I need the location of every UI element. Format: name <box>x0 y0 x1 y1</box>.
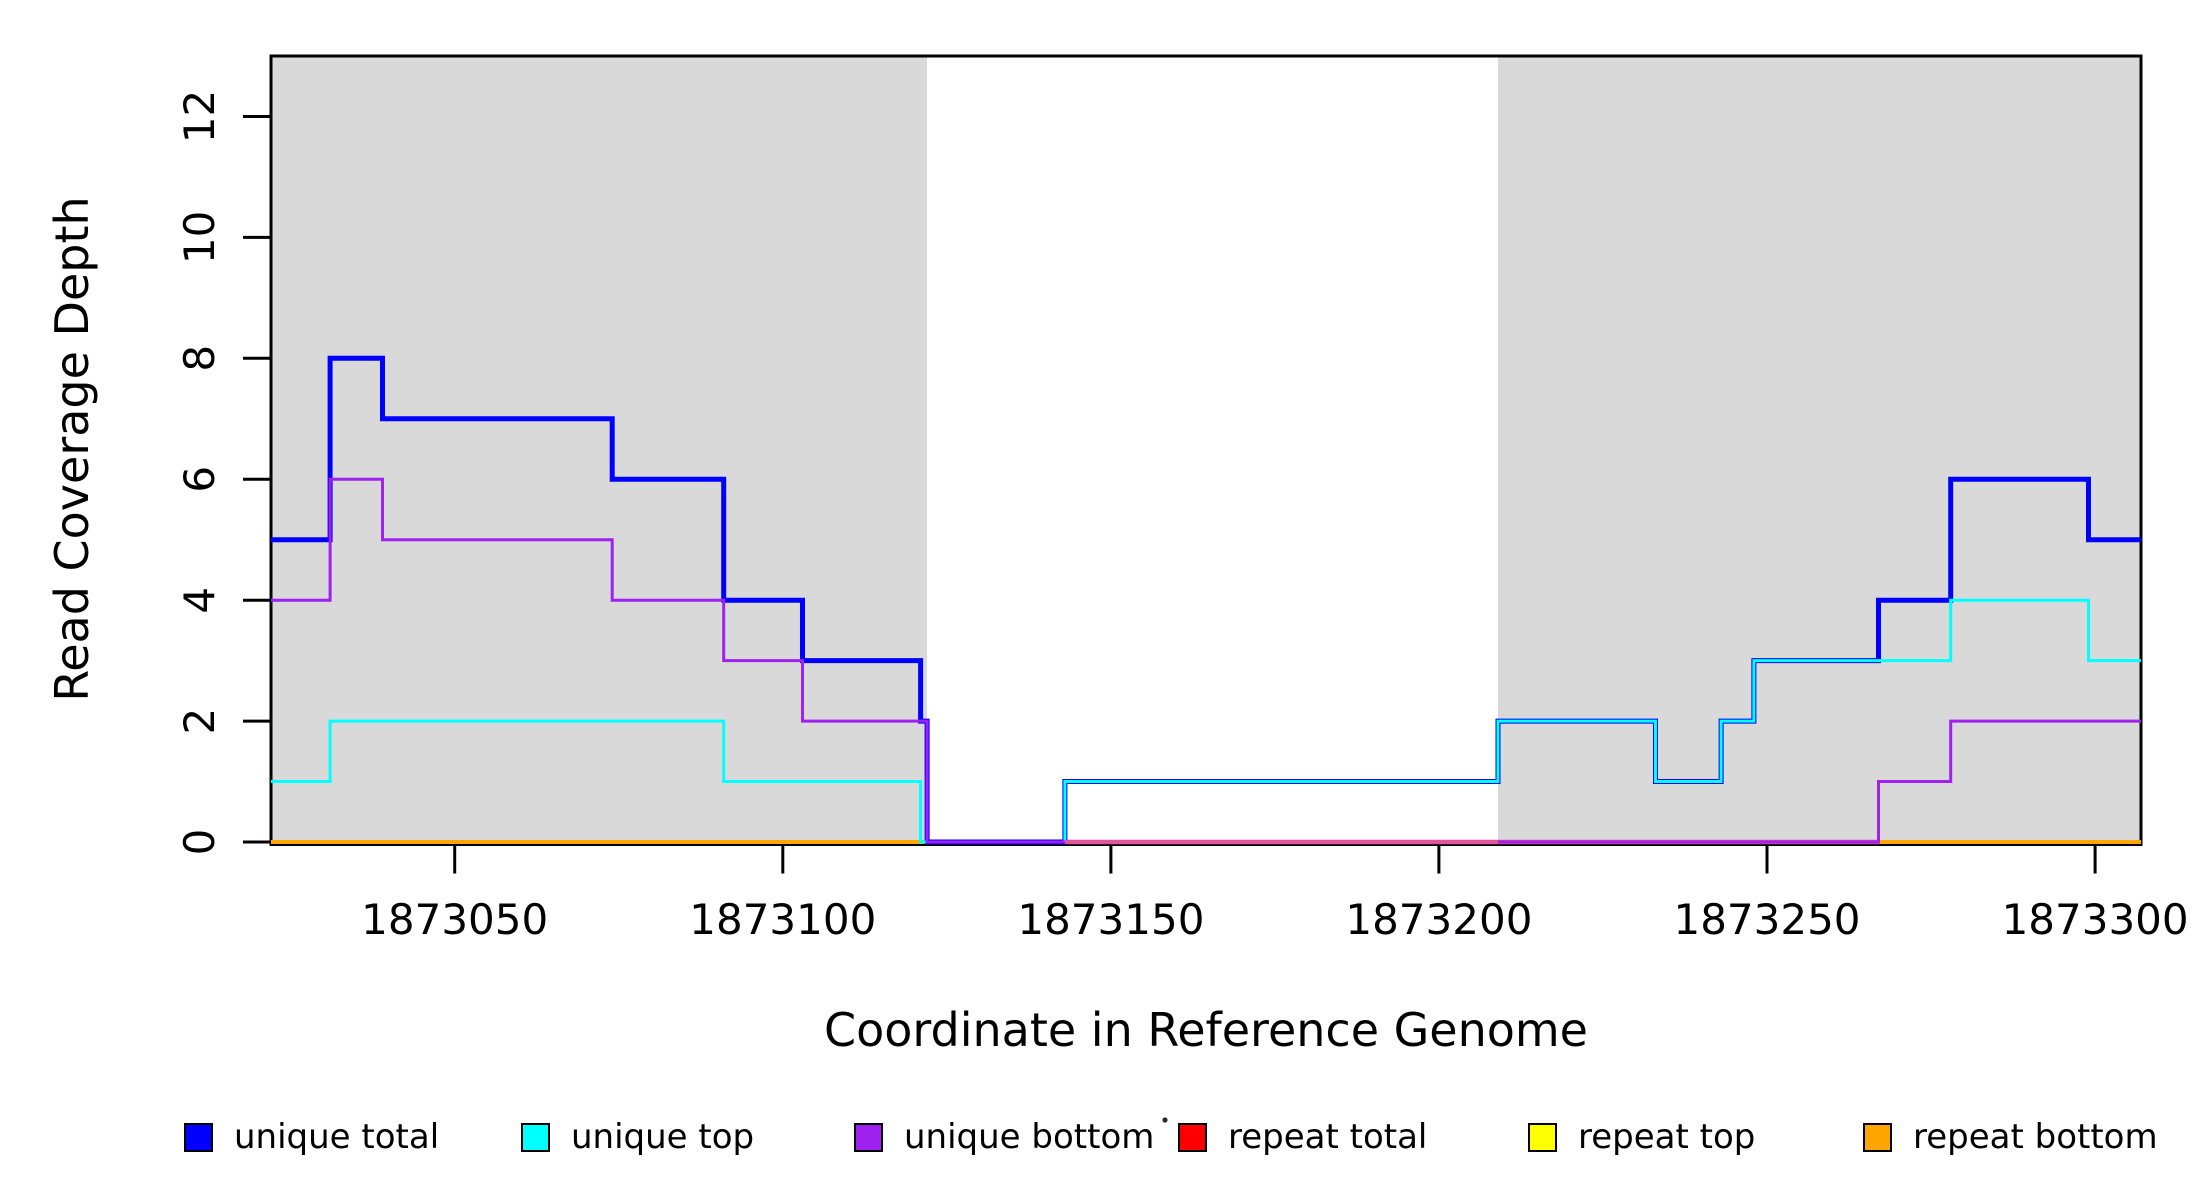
y-axis-tick-label: 12 <box>175 90 224 143</box>
stray-dot <box>1162 1117 1168 1123</box>
x-axis-title: Coordinate in Reference Genome <box>824 1003 1588 1057</box>
y-axis-tick-label: 2 <box>175 708 224 735</box>
y-axis-tick-label: 8 <box>175 345 224 372</box>
plot-box <box>269 54 2143 846</box>
x-axis-tick-label: 1873300 <box>2002 895 2189 944</box>
shaded-region <box>271 57 928 843</box>
x-axis-tick-label: 1873050 <box>361 895 548 944</box>
series-unique-top <box>271 598 2141 844</box>
y-axis-tick-label: 0 <box>175 829 224 856</box>
y-axis-tick-label: 10 <box>175 211 224 264</box>
series-unique-bottom <box>271 477 2141 844</box>
y-axis-tick-label: 6 <box>175 466 224 493</box>
x-axis-tick-label: 1873100 <box>689 895 876 944</box>
x-axis-tick-label: 1873150 <box>1017 895 1204 944</box>
y-axis-tick-label: 4 <box>175 587 224 614</box>
x-axis-tick-label: 1873200 <box>1345 895 1532 944</box>
y-axis-title: Read Coverage Depth <box>45 196 99 702</box>
shaded-region <box>1498 57 2141 843</box>
x-axis-tick-label: 1873250 <box>1673 895 1860 944</box>
